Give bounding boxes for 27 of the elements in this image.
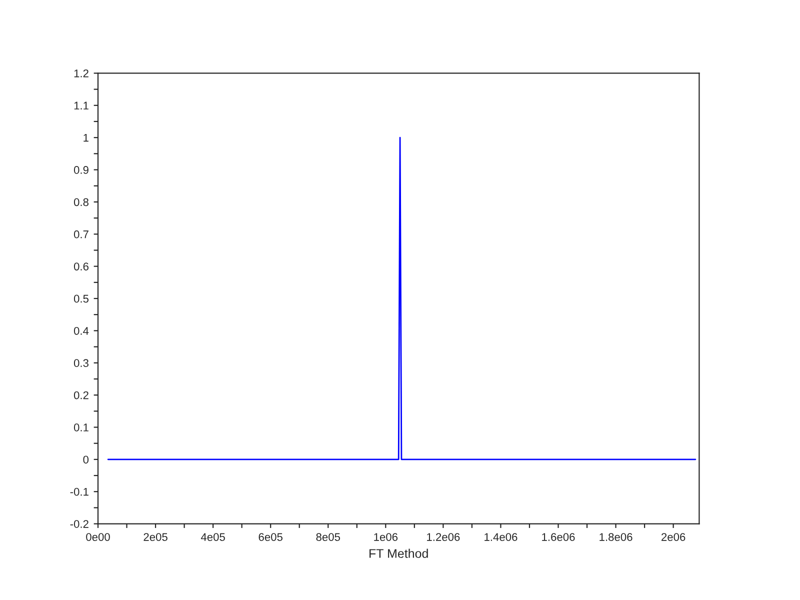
x-tick-label: 4e05	[200, 533, 225, 541]
x-tick-label: 0e00	[86, 533, 110, 541]
y-tick-label: 0.1	[74, 424, 88, 432]
x-tick-label: 1.2e06	[427, 533, 460, 541]
y-tick-label: 0.3	[74, 359, 88, 368]
y-tick-label: 1	[84, 134, 88, 142]
x-tick-label: 1.4e06	[484, 533, 518, 541]
y-tick-label: 0	[83, 456, 89, 464]
x-tick-label: 2e06	[662, 533, 686, 541]
x-tick-label: 1.8e06	[600, 533, 632, 541]
y-tick-label: 0.8	[74, 198, 88, 206]
x-tick-label: 1e06	[374, 533, 398, 541]
x-tick-label: 8e05	[316, 533, 340, 541]
y-tick-label: -0.2	[70, 520, 88, 528]
x-tick-label: 2e05	[144, 533, 168, 541]
y-tick-label: 0.5	[74, 294, 89, 303]
y-tick-label: 0.9	[74, 166, 88, 174]
y-tick-label: 1.1	[74, 102, 88, 110]
x-axis-title: FT Method	[370, 548, 428, 558]
x-tick-label: 6e05	[258, 533, 282, 541]
y-tick-label: 0.4	[74, 326, 89, 335]
y-tick-label: 0.2	[74, 391, 88, 400]
x-tick-label: 1.6e06	[542, 533, 575, 541]
y-tick-label: -0.1	[70, 488, 88, 496]
y-tick-label: 1.2	[74, 69, 88, 78]
y-tick-label: 0.6	[74, 262, 88, 270]
y-tick-label: 0.7	[74, 230, 88, 238]
